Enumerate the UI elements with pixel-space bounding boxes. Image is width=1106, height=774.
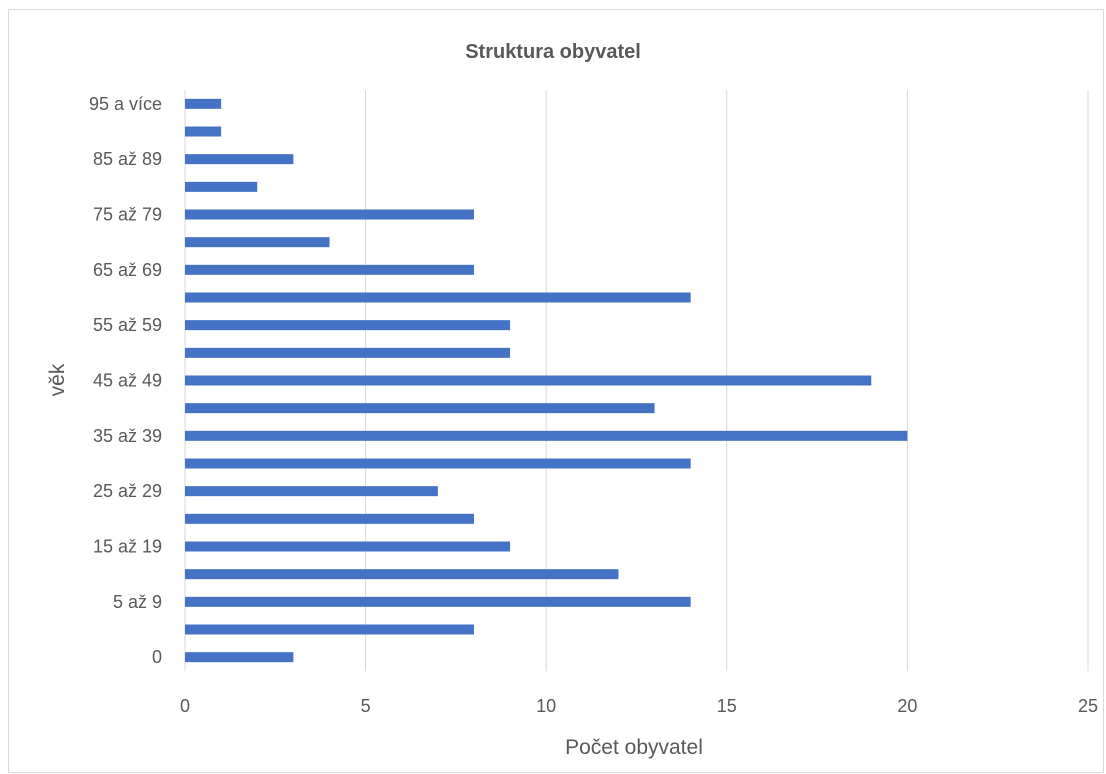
bar (185, 126, 222, 137)
bar (185, 237, 330, 248)
bar (185, 486, 438, 497)
bar (185, 181, 258, 192)
y-axis-label: věk (46, 363, 69, 396)
bar (185, 652, 294, 663)
y-category-label: 0 (152, 647, 162, 667)
x-tick-label: 20 (897, 696, 917, 716)
bar (185, 458, 691, 469)
y-category-label: 15 až 19 (93, 537, 162, 557)
x-tick-label: 0 (180, 696, 190, 716)
y-category-label: 35 až 39 (93, 426, 162, 446)
x-tick-label: 25 (1078, 696, 1098, 716)
x-tick-label: 15 (717, 696, 737, 716)
y-category-label: 65 až 69 (93, 260, 162, 280)
y-category-label: 95 a více (89, 94, 162, 114)
x-axis-label: Počet obyvatel (565, 736, 703, 759)
bar (185, 430, 908, 441)
bar (185, 375, 872, 386)
y-category-label: 45 až 49 (93, 371, 162, 391)
x-tick-label: 5 (361, 696, 371, 716)
x-tick-label: 10 (536, 696, 556, 716)
bar (185, 541, 511, 552)
bar (185, 347, 511, 358)
bar (185, 403, 655, 414)
chart-title: Struktura obyvatel (465, 41, 641, 63)
bar (185, 624, 474, 635)
bar (185, 292, 691, 303)
y-category-label: 25 až 29 (93, 481, 162, 501)
y-category-label: 55 až 59 (93, 315, 162, 335)
bar (185, 209, 474, 220)
bar (185, 154, 294, 165)
bar (185, 569, 619, 580)
bar (185, 513, 474, 524)
bar (185, 264, 474, 275)
bar (185, 596, 691, 607)
y-category-label: 85 až 89 (93, 149, 162, 169)
bar (185, 98, 222, 109)
bar (185, 320, 511, 331)
y-category-label: 5 až 9 (113, 592, 162, 612)
y-category-label: 75 až 79 (93, 205, 162, 225)
